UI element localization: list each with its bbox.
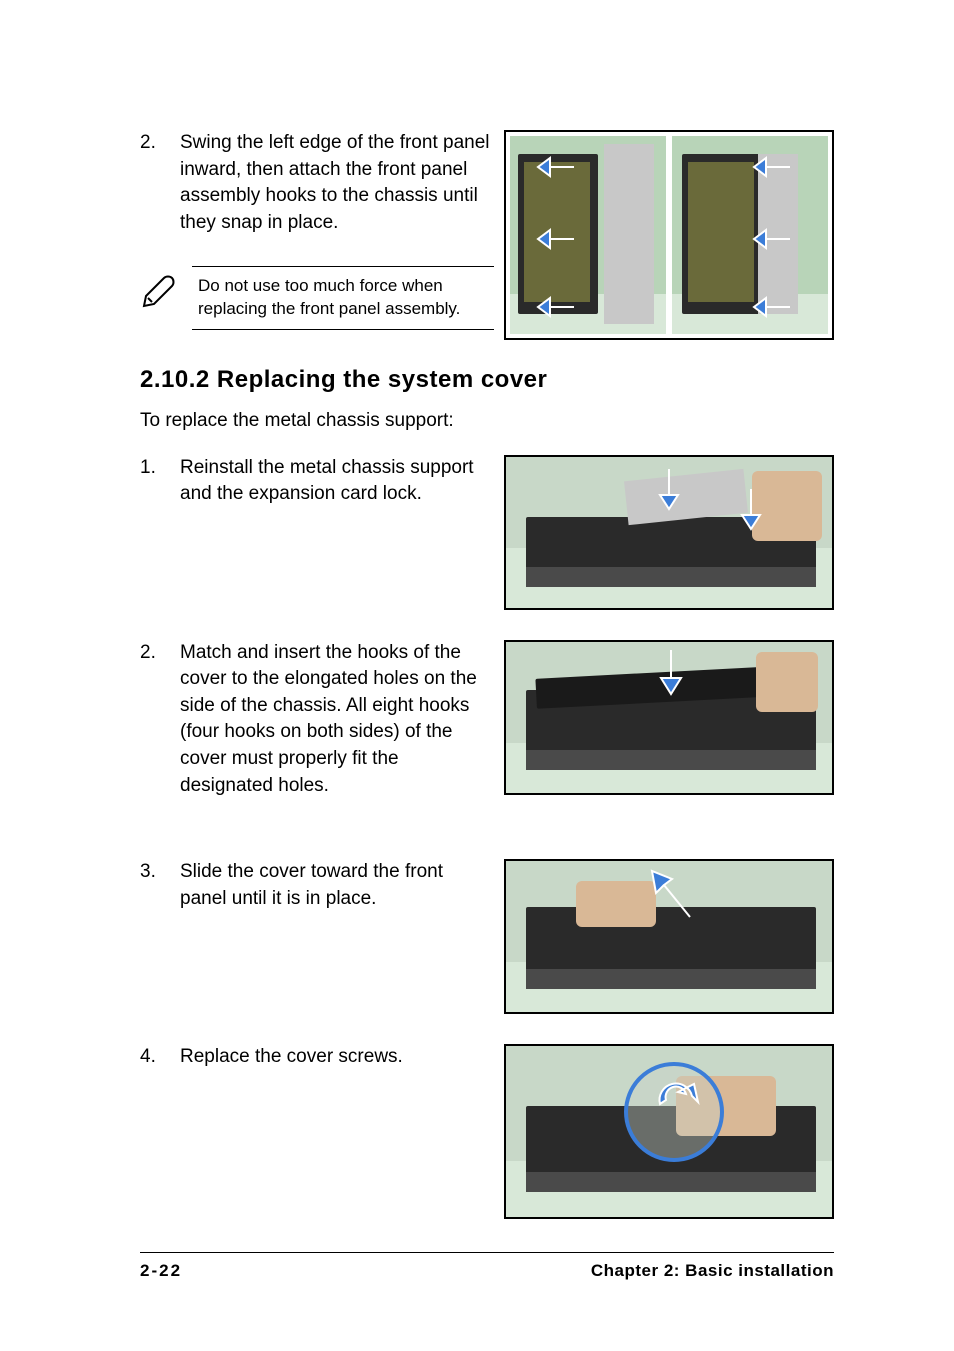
step-text-col-2: 2. Match and insert the hooks of the cov… [140,640,504,830]
step-img-col-4 [504,1044,834,1219]
step-text: Slide the cover toward the front panel u… [180,859,484,912]
note-row: Do not use too much force when replacing… [140,266,494,330]
step-number: 3. [140,859,180,886]
top-dual-photo [504,130,834,340]
step-number: 1. [140,455,180,482]
page: 2. Swing the left edge of the front pane… [0,0,954,1351]
top-left-col: 2. Swing the left edge of the front pane… [140,130,504,330]
step-text-col-3: 3. Slide the cover toward the front pane… [140,859,504,942]
pencil-note-icon [140,266,192,315]
step-text: Swing the left edge of the front panel i… [180,130,494,236]
step-block: 1. Reinstall the metal chassis support a… [140,455,484,508]
note-text: Do not use too much force when replacing… [192,266,494,330]
step-img-col-1 [504,455,834,610]
step-block: 2. Match and insert the hooks of the cov… [140,640,484,800]
section-heading: 2.10.2 Replacing the system cover [140,366,834,394]
step-number: 2. [140,130,180,157]
step-text: Match and insert the hooks of the cover … [180,640,484,800]
step-block: 4. Replace the cover screws. [140,1044,484,1071]
section-intro: To replace the metal chassis support: [140,408,834,435]
step-text: Replace the cover screws. [180,1044,484,1071]
step-text-col-1: 1. Reinstall the metal chassis support a… [140,455,504,538]
step-text-col-4: 4. Replace the cover screws. [140,1044,504,1101]
photo-step-4 [504,1044,834,1219]
photo-step-2 [504,640,834,795]
section-title: Replacing the system cover [217,366,547,393]
page-number: 2-22 [140,1261,182,1281]
step-number: 2. [140,640,180,667]
step-row-1: 1. Reinstall the metal chassis support a… [140,455,834,610]
chapter-label: Chapter 2: Basic installation [591,1261,834,1281]
step-row-4: 4. Replace the cover screws. [140,1044,834,1219]
step-row-2: 2. Match and insert the hooks of the cov… [140,640,834,830]
step-row-3: 3. Slide the cover toward the front pane… [140,859,834,1014]
page-footer: 2-22 Chapter 2: Basic installation [140,1252,834,1281]
step-text: Reinstall the metal chassis support and … [180,455,484,508]
photo-step-3 [504,859,834,1014]
step-img-col-2 [504,640,834,795]
step-number: 4. [140,1044,180,1071]
photo-half-1 [510,136,666,334]
step-block-top: 2. Swing the left edge of the front pane… [140,130,494,236]
section-number: 2.10.2 [140,366,210,393]
top-row: 2. Swing the left edge of the front pane… [140,130,834,340]
photo-step-1 [504,455,834,610]
photo-half-2 [672,136,828,334]
step-block: 3. Slide the cover toward the front pane… [140,859,484,912]
step-img-col-3 [504,859,834,1014]
